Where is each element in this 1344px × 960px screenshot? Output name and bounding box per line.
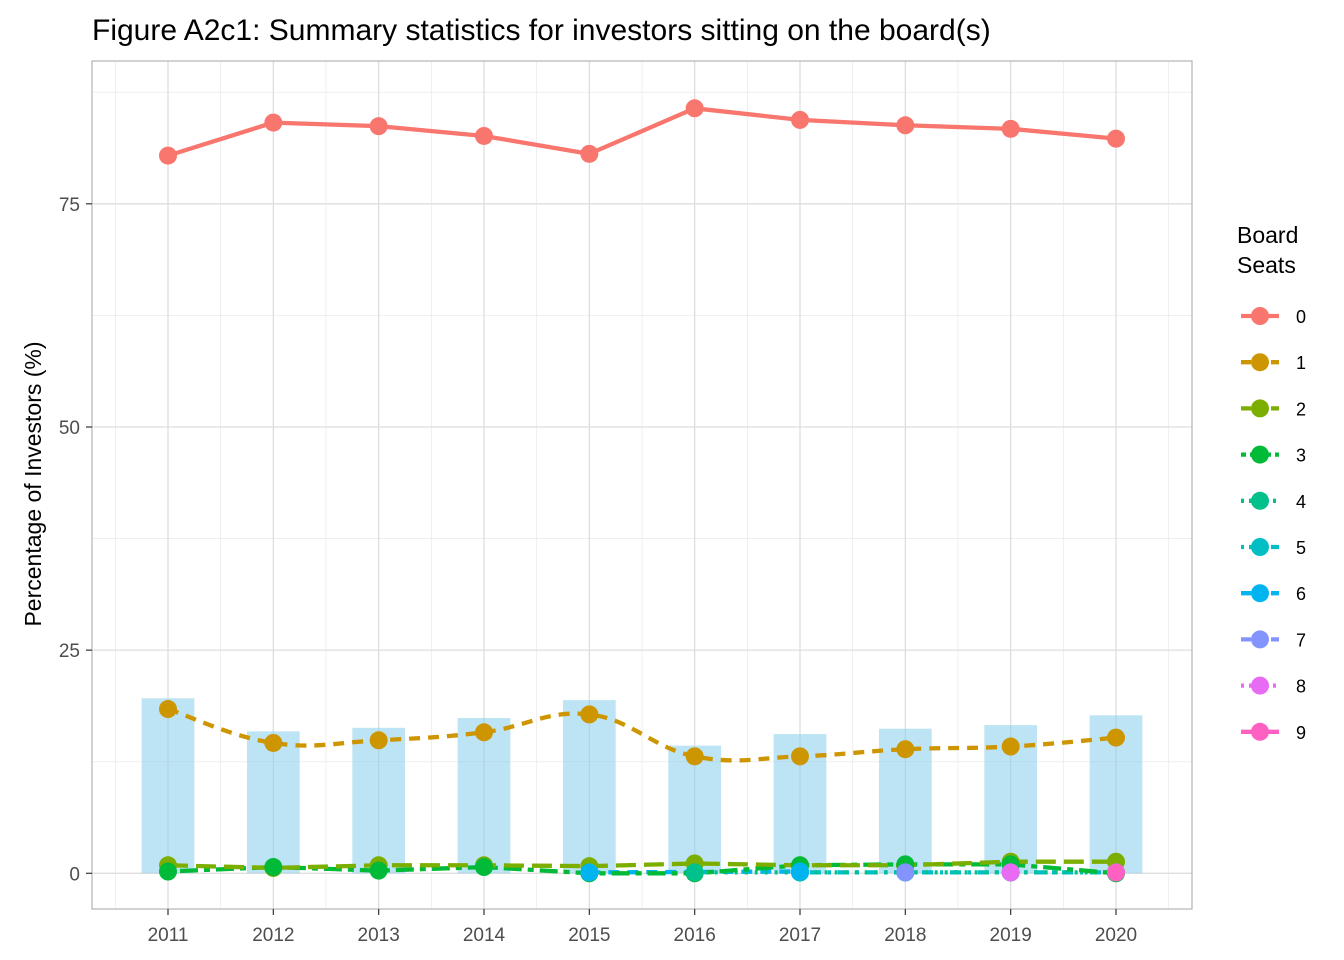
data-point-6 (791, 862, 809, 881)
data-point-1 (896, 740, 915, 759)
y-axis: 0 25 50 75 (59, 195, 92, 885)
y-tick-label: 0 (69, 864, 80, 885)
y-tick-label: 25 (59, 641, 80, 662)
data-point-1 (1001, 737, 1020, 756)
x-tick-label: 2018 (884, 925, 926, 946)
legend-label: 2 (1296, 399, 1306, 419)
data-point-3 (264, 858, 283, 877)
chart-title: Figure A2c1: Summary statistics for inve… (92, 14, 991, 47)
series-line-0 (167, 106, 1117, 158)
x-tick-label: 2017 (779, 925, 821, 946)
legend-title: Board (1237, 222, 1298, 248)
data-point-1 (791, 747, 809, 766)
series-line-1 (167, 707, 1117, 763)
data-point-1 (1107, 728, 1125, 747)
bar (141, 698, 195, 874)
legend-title: Seats (1237, 252, 1296, 278)
x-tick-label: 2014 (463, 925, 506, 946)
data-point-3 (369, 861, 388, 880)
legend-key-point (1251, 676, 1269, 695)
bar (457, 717, 511, 874)
data-point-3 (159, 862, 177, 881)
data-point-0 (264, 113, 283, 132)
bar (247, 731, 300, 874)
legend-label: 3 (1296, 446, 1306, 466)
legend-label: 8 (1296, 677, 1306, 697)
x-tick-label: 2020 (1095, 925, 1137, 946)
bar (563, 700, 616, 874)
legend-key-point (1251, 399, 1269, 418)
legend-key-point (1251, 538, 1269, 556)
y-tick-label: 75 (59, 195, 80, 216)
data-point-1 (264, 733, 283, 752)
legend-key-point (1251, 584, 1269, 603)
data-point-1 (369, 731, 388, 750)
y-axis-title: Percentage of Investors (%) (20, 341, 46, 626)
legend-label: 0 (1296, 307, 1306, 327)
legend-key-point (1251, 445, 1269, 464)
data-point-0 (475, 126, 493, 145)
data-point-0 (896, 116, 915, 135)
x-tick-label: 2011 (148, 925, 189, 946)
x-tick-label: 2016 (674, 925, 716, 946)
x-tick-label: 2015 (568, 925, 610, 946)
data-point-0 (1001, 119, 1020, 138)
data-point-1 (159, 700, 177, 719)
legend-key-point (1251, 353, 1269, 372)
y-tick-label: 50 (59, 418, 80, 439)
series-line-3 (167, 862, 1117, 876)
data-point-0 (369, 117, 388, 136)
legend-key-point (1251, 722, 1269, 741)
legend-key-point (1251, 491, 1269, 510)
bar (668, 745, 721, 874)
data-point-4 (685, 863, 704, 882)
data-point-0 (580, 144, 599, 163)
data-point-3 (475, 858, 493, 877)
data-point-0 (1107, 129, 1125, 148)
legend-label: 5 (1296, 538, 1306, 558)
data-point-1 (685, 747, 704, 766)
data-point-9 (1107, 863, 1125, 882)
legend-label: 4 (1296, 492, 1306, 512)
data-point-1 (475, 723, 493, 742)
data-point-0 (791, 110, 809, 129)
data-point-1 (580, 705, 599, 724)
series-line-2 (167, 859, 1116, 871)
legend-label: 9 (1296, 723, 1306, 743)
data-point-0 (685, 99, 704, 118)
legend-key-point (1251, 307, 1269, 325)
legend-label: 7 (1296, 630, 1306, 650)
legend-label: 1 (1296, 353, 1306, 373)
legend-label: 6 (1296, 584, 1306, 604)
data-point-0 (159, 146, 177, 165)
x-tick-label: 2012 (252, 925, 294, 946)
x-tick-label: 2013 (358, 925, 400, 946)
legend: Board Seats 0 1 2 3 4 5 6 7 8 9 (1237, 222, 1306, 743)
x-axis: 2011 2012 2013 2014 2015 2016 2017 2018 2019 2020 (148, 909, 1137, 946)
data-point-7 (896, 863, 915, 882)
plot-border (91, 60, 1193, 910)
x-tick-label: 2019 (990, 925, 1032, 946)
data-point-8 (1001, 863, 1020, 882)
bar (352, 727, 405, 874)
panel-outline (91, 60, 1193, 910)
legend-key-point (1251, 630, 1269, 649)
point-series (159, 99, 1125, 883)
data-point-6 (580, 863, 599, 882)
